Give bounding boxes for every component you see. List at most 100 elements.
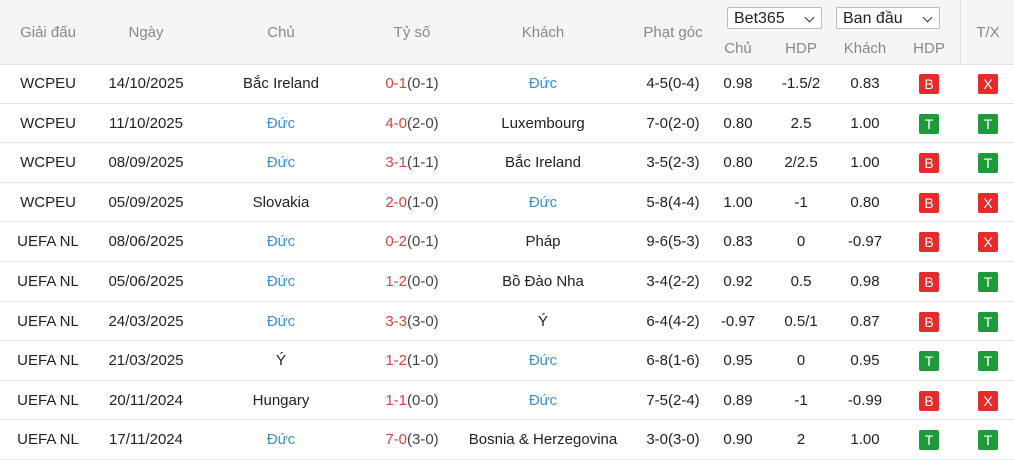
home-team[interactable]: Hungary [252, 391, 310, 409]
hdp-result: B [919, 232, 939, 253]
score: 4-0(2-0) [385, 115, 438, 132]
away-team[interactable]: Đức [528, 352, 558, 370]
away-team[interactable]: Bosnia & Herzegovina [468, 431, 618, 449]
odds-home: 1.00 [723, 193, 753, 211]
date: 05/09/2025 [108, 193, 184, 211]
league[interactable]: WCPEU [20, 154, 76, 172]
full-time-score: 3-1 [385, 154, 408, 172]
corners: 7-0(2-0) [646, 114, 700, 132]
handicap: 2/2.5 [784, 154, 818, 172]
col-header: Khách [521, 24, 565, 41]
home-team[interactable]: Slovakia [252, 193, 310, 211]
table-header: Giải đấu Ngày Chủ Tỷ số Khách Phạt góc B… [0, 0, 1014, 65]
score: 1-2(0-0) [385, 273, 438, 290]
ou-result: X [978, 192, 998, 213]
home-team[interactable]: Ý [275, 352, 287, 370]
score: 3-1(1-1) [385, 154, 438, 171]
handicap: 2 [796, 431, 806, 449]
separator [960, 0, 961, 64]
half-time-score: (1-0) [407, 352, 439, 370]
handicap: 0.5/1 [784, 312, 818, 330]
match-row: UEFA NL 05/06/2025 Đức 1-2(0-0) Bồ Đào Nha 3-… [0, 262, 1014, 302]
match-row: UEFA NL 21/03/2025 Ý 1-2(1-0) Đức 6-8(1-6) 0.9… [0, 341, 1014, 381]
corners: 6-4(4-2) [646, 312, 700, 330]
match-row: WCPEU 05/09/2025 Slovakia 2-0(1-0) Đức 5-8(4-… [0, 183, 1014, 223]
odds-home: 0.90 [723, 431, 753, 449]
odds-home: 0.80 [723, 154, 753, 172]
league[interactable]: UEFA NL [17, 352, 79, 370]
score: 0-1(0-1) [385, 75, 438, 92]
league[interactable]: WCPEU [20, 193, 76, 211]
home-team[interactable]: Đức [266, 233, 296, 251]
odds-home: 0.92 [723, 273, 753, 290]
date: 08/09/2025 [108, 154, 184, 172]
date: 17/11/2024 [109, 431, 183, 449]
match-row: WCPEU 14/10/2025 Bắc Ireland 0-1(0-1) Đức 4-5… [0, 64, 1014, 104]
corners: 5-8(4-4) [646, 193, 700, 211]
hdp-result: T [919, 430, 939, 451]
home-team[interactable]: Đức [266, 114, 296, 132]
date: 08/06/2025 [108, 233, 184, 251]
away-team[interactable]: Pháp [525, 233, 561, 251]
league[interactable]: WCPEU [20, 75, 76, 92]
odds-away: 0.98 [850, 273, 880, 290]
full-time-score: 0-2 [385, 233, 408, 251]
odds-away: -0.97 [847, 233, 883, 251]
odds-away: -0.99 [847, 391, 883, 409]
corners: 9-6(5-3) [646, 233, 700, 251]
handicap: 0 [796, 352, 806, 370]
odds-home: 0.89 [723, 391, 753, 409]
league[interactable]: UEFA NL [17, 431, 79, 449]
league[interactable]: UEFA NL [17, 391, 79, 409]
hdp-result: B [919, 311, 939, 332]
odds-away: 0.80 [850, 193, 880, 211]
hdp-result: B [919, 390, 939, 411]
full-time-score: 4-0 [385, 114, 408, 132]
match-row: WCPEU 08/09/2025 Đức 3-1(1-1) Bắc Ireland 3-5… [0, 143, 1014, 183]
away-team[interactable]: Luxembourg [501, 114, 585, 132]
away-team[interactable]: Đức [528, 391, 558, 409]
home-team[interactable]: Đức [266, 154, 296, 172]
score: 1-1(0-0) [385, 392, 438, 409]
odds-away: 0.95 [850, 352, 880, 370]
half-time-score: (1-1) [407, 154, 439, 172]
home-team[interactable]: Bắc Ireland [243, 75, 319, 92]
away-team[interactable]: Bắc Ireland [505, 154, 581, 172]
hdp-result: T [919, 351, 939, 372]
ou-result: T [978, 272, 998, 292]
hdp-result: B [919, 74, 939, 94]
corners: 7-5(2-4) [646, 391, 700, 409]
score: 7-0(3-0) [385, 431, 438, 448]
league[interactable]: UEFA NL [17, 312, 79, 330]
bookmaker-select[interactable]: Bet365 [727, 7, 822, 29]
odds-home: 0.83 [723, 233, 753, 251]
away-team[interactable]: Đức [528, 193, 558, 211]
odds-home: 0.95 [723, 352, 753, 370]
odds-type-select[interactable]: Ban đầu [836, 7, 940, 29]
home-team[interactable]: Đức [266, 312, 296, 330]
league[interactable]: UEFA NL [17, 233, 79, 251]
home-team[interactable]: Đức [266, 273, 296, 290]
handicap: 0 [796, 233, 806, 251]
date: 14/10/2025 [108, 75, 184, 92]
score: 3-3(3-0) [385, 313, 438, 330]
away-team[interactable]: Bồ Đào Nha [502, 273, 584, 290]
score: 2-0(1-0) [385, 194, 438, 211]
corners: 4-5(0-4) [646, 75, 700, 92]
away-team[interactable]: Đức [528, 75, 558, 92]
handicap: -1.5/2 [781, 75, 821, 92]
sub-header: Chủ [724, 40, 752, 57]
league[interactable]: UEFA NL [17, 273, 79, 290]
hdp-result: B [919, 153, 939, 174]
ou-result: T [978, 153, 998, 174]
corners: 3-4(2-2) [646, 273, 700, 290]
date: 20/11/2024 [109, 391, 183, 409]
match-row: UEFA NL 08/06/2025 Đức 0-2(0-1) Pháp 9-6(5-3)… [0, 222, 1014, 262]
away-team[interactable]: Ý [537, 312, 549, 330]
home-team[interactable]: Đức [266, 431, 296, 449]
league[interactable]: WCPEU [20, 114, 76, 132]
match-row: UEFA NL 17/11/2024 Đức 7-0(3-0) Bosnia & Her… [0, 420, 1014, 460]
col-header: Tỷ số [393, 24, 431, 41]
half-time-score: (3-0) [407, 312, 439, 330]
